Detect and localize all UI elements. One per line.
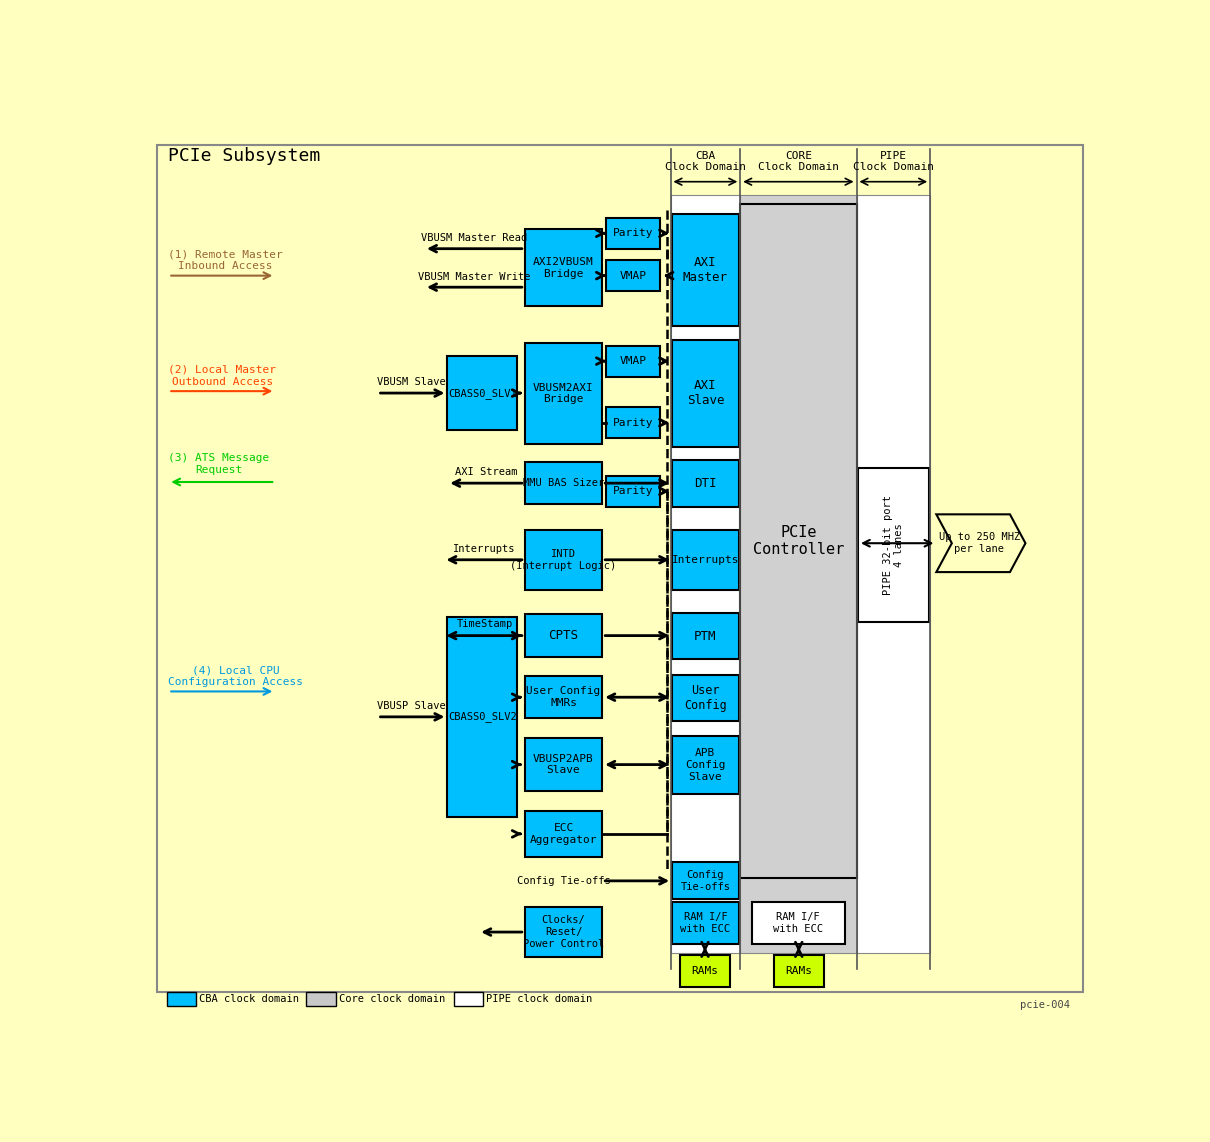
Bar bbox=[670, 195, 741, 954]
Bar bbox=[751, 902, 845, 944]
Text: Up to 250 MHZ
per lane: Up to 250 MHZ per lane bbox=[939, 532, 1020, 554]
Text: VBUSP Slave: VBUSP Slave bbox=[378, 701, 446, 710]
Text: Config
Tie-offs: Config Tie-offs bbox=[680, 870, 731, 892]
Text: (3) ATS Message
Request: (3) ATS Message Request bbox=[168, 453, 270, 475]
Bar bbox=[672, 902, 738, 944]
Text: RAMs: RAMs bbox=[785, 966, 812, 976]
Bar bbox=[525, 230, 603, 306]
Bar bbox=[680, 955, 730, 987]
Text: PIPE clock domain: PIPE clock domain bbox=[486, 994, 593, 1004]
Text: MMU BAS Sizer: MMU BAS Sizer bbox=[523, 478, 604, 488]
Text: AXI
Slave: AXI Slave bbox=[686, 379, 724, 408]
Text: Parity: Parity bbox=[613, 486, 653, 497]
Text: AXI2VBUSM
Bridge: AXI2VBUSM Bridge bbox=[534, 257, 594, 279]
Text: (1) Remote Master
Inbound Access: (1) Remote Master Inbound Access bbox=[168, 249, 283, 271]
Text: DTI: DTI bbox=[695, 477, 716, 490]
Text: PTM: PTM bbox=[695, 629, 716, 643]
Text: RAM I/F
with ECC: RAM I/F with ECC bbox=[773, 912, 823, 934]
Text: VBUSP2APB
Slave: VBUSP2APB Slave bbox=[534, 754, 594, 775]
Text: CORE
Clock Domain: CORE Clock Domain bbox=[757, 151, 839, 172]
Bar bbox=[525, 614, 603, 657]
Text: CPTS: CPTS bbox=[548, 629, 578, 642]
Bar bbox=[741, 204, 857, 878]
Text: INTD
(Interrupt Logic): INTD (Interrupt Logic) bbox=[511, 549, 617, 571]
Text: Config Tie-offs: Config Tie-offs bbox=[517, 876, 610, 886]
Text: VMAP: VMAP bbox=[620, 271, 647, 281]
Text: VBUSM Master Read: VBUSM Master Read bbox=[421, 233, 528, 243]
Bar bbox=[741, 195, 857, 954]
Bar bbox=[672, 737, 738, 794]
Bar bbox=[773, 955, 824, 987]
Bar bbox=[672, 214, 738, 325]
Bar bbox=[454, 991, 483, 1006]
Text: RAMs: RAMs bbox=[691, 966, 719, 976]
Bar bbox=[606, 346, 661, 377]
Text: PIPE
Clock Domain: PIPE Clock Domain bbox=[853, 151, 934, 172]
Bar bbox=[672, 862, 738, 900]
Bar bbox=[306, 991, 335, 1006]
Text: VBUSM Master Write: VBUSM Master Write bbox=[419, 272, 531, 282]
Bar bbox=[525, 907, 603, 957]
Bar bbox=[448, 617, 517, 817]
Bar bbox=[857, 195, 930, 954]
Bar bbox=[448, 356, 517, 429]
Bar bbox=[672, 675, 738, 721]
Text: CBASS0_SLV1: CBASS0_SLV1 bbox=[448, 387, 517, 399]
Bar bbox=[606, 218, 661, 249]
Text: pcie-004: pcie-004 bbox=[1020, 1000, 1070, 1010]
Bar bbox=[167, 991, 196, 1006]
Bar bbox=[606, 408, 661, 439]
Text: CBASS0_SLV2: CBASS0_SLV2 bbox=[448, 711, 517, 722]
Bar bbox=[672, 613, 738, 659]
Text: RAM I/F
with ECC: RAM I/F with ECC bbox=[680, 912, 731, 934]
Bar bbox=[858, 468, 928, 622]
Text: PCIe Subsystem: PCIe Subsystem bbox=[168, 147, 321, 166]
Text: ECC
Aggregator: ECC Aggregator bbox=[530, 823, 598, 845]
Text: VMAP: VMAP bbox=[620, 356, 647, 367]
Bar bbox=[672, 460, 738, 507]
Text: Clocks/
Reset/
Power Control: Clocks/ Reset/ Power Control bbox=[523, 916, 604, 949]
Text: User
Config: User Config bbox=[684, 684, 727, 711]
Text: User Config
MMRs: User Config MMRs bbox=[526, 686, 600, 708]
Text: Core clock domain: Core clock domain bbox=[339, 994, 445, 1004]
Text: AXI Stream: AXI Stream bbox=[455, 467, 518, 477]
Bar bbox=[525, 530, 603, 589]
Text: CBA clock domain: CBA clock domain bbox=[200, 994, 299, 1004]
Text: PIPE 32-bit port
4 lanes: PIPE 32-bit port 4 lanes bbox=[882, 496, 904, 595]
Bar bbox=[525, 811, 603, 856]
Text: APB
Config
Slave: APB Config Slave bbox=[685, 748, 726, 781]
Text: CBA
Clock Domain: CBA Clock Domain bbox=[664, 151, 745, 172]
Text: VBUSM2AXI
Bridge: VBUSM2AXI Bridge bbox=[534, 383, 594, 404]
Bar bbox=[672, 530, 738, 589]
Text: (2) Local Master
Outbound Access: (2) Local Master Outbound Access bbox=[168, 365, 276, 386]
Bar bbox=[672, 339, 738, 448]
Text: Parity: Parity bbox=[613, 418, 653, 428]
Bar bbox=[525, 463, 603, 505]
Text: Parity: Parity bbox=[613, 228, 653, 239]
Text: Interrupts: Interrupts bbox=[672, 555, 739, 565]
Text: PCIe
Controller: PCIe Controller bbox=[753, 525, 845, 557]
Text: Interrupts: Interrupts bbox=[453, 544, 515, 554]
Bar bbox=[525, 344, 603, 443]
Polygon shape bbox=[937, 514, 1025, 572]
Text: AXI
Master: AXI Master bbox=[682, 256, 728, 284]
Text: (4) Local CPU
Configuration Access: (4) Local CPU Configuration Access bbox=[168, 666, 304, 686]
Bar bbox=[606, 260, 661, 291]
Bar bbox=[525, 739, 603, 790]
Text: VBUSM Slave: VBUSM Slave bbox=[378, 377, 446, 387]
Bar bbox=[525, 676, 603, 718]
Bar bbox=[606, 476, 661, 507]
Text: TimeStamp: TimeStamp bbox=[456, 619, 513, 629]
